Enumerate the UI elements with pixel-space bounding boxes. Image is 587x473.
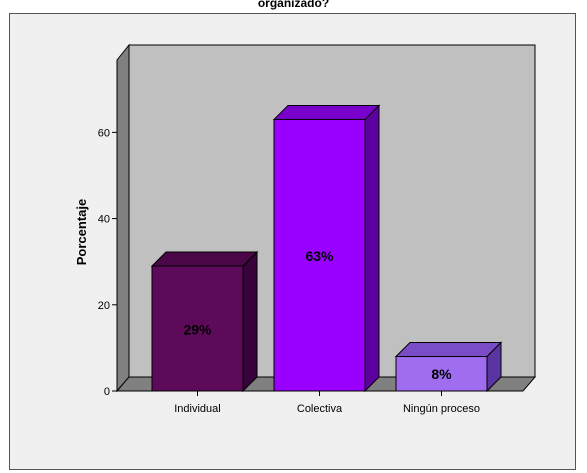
- y-tick-label: 20: [98, 300, 110, 312]
- chart-title: organizado?: [257, 0, 330, 10]
- bar-front: [151, 265, 244, 392]
- data-label: 8%: [431, 366, 452, 382]
- bar-series: 29% 63% 8%: [150, 104, 503, 393]
- y-axis: 0 20 40 60: [98, 75, 118, 398]
- y-tick-label: 0: [104, 386, 110, 398]
- x-axis: Individual Colectiva Ningún proceso: [117, 390, 523, 415]
- data-label: 63%: [305, 248, 334, 264]
- y-axis-label: Porcentaje: [74, 199, 89, 265]
- side-wall: [116, 43, 130, 393]
- y-tick-label: 40: [98, 214, 110, 226]
- bar-1: 29%: [150, 250, 259, 393]
- data-label: 29%: [183, 321, 212, 337]
- bar-side: [242, 250, 258, 393]
- bar-top: [150, 251, 259, 267]
- bar-front: [395, 356, 488, 392]
- bar-side: [364, 104, 380, 393]
- bar-top: [394, 342, 503, 358]
- x-tick-label: Individual: [174, 403, 220, 415]
- y-tick-label: 60: [98, 127, 110, 139]
- bar-top: [272, 104, 381, 120]
- bar-2: 63%: [272, 104, 381, 393]
- bar-front: [273, 118, 366, 392]
- x-tick-label: Colectiva: [297, 403, 343, 415]
- x-tick-label: Ningún proceso: [403, 403, 480, 415]
- bar-3: 8%: [394, 341, 503, 393]
